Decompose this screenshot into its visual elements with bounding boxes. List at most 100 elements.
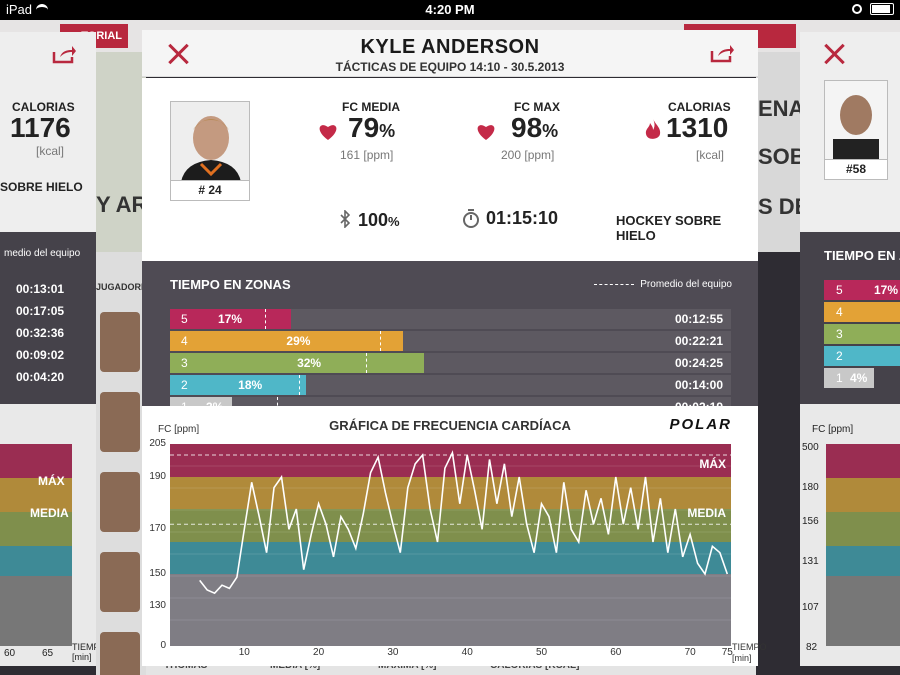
- left-zone-time: 00:13:01: [16, 282, 65, 296]
- status-bar: iPad 4:20 PM: [0, 0, 900, 20]
- left-zone-time: 00:32:36: [16, 326, 65, 340]
- hr-plot: [170, 444, 731, 646]
- player-name: KYLE ANDERSON: [360, 36, 540, 58]
- fc-max-label: FC MAX: [514, 100, 560, 114]
- zone-number: 3: [181, 356, 188, 370]
- right-zones-title: TIEMPO EN ZO: [824, 248, 900, 263]
- zone-row[interactable]: 3 32% 00:24:25: [170, 353, 731, 373]
- session-title: TÁCTICAS DE EQUIPO 14:10 - 30.5.2013: [335, 60, 565, 74]
- zone-bar: [170, 309, 292, 329]
- calories-label: CALORIAS: [668, 100, 731, 114]
- heart-icon: [477, 125, 495, 140]
- player-thumb[interactable]: [100, 312, 140, 372]
- zone-band-3: [170, 509, 731, 542]
- x-tick-label: 70: [684, 647, 696, 658]
- fc-media-bpm: 161 [ppm]: [340, 148, 394, 162]
- zone-bar: [170, 353, 425, 373]
- x-tick-label: 75: [721, 647, 733, 658]
- player-stats: # 24 FC MEDIA 79% 161 [ppm] FC MAX 98% 2…: [142, 78, 758, 261]
- x-tick-label: 30: [387, 647, 399, 658]
- device-label: iPad: [6, 2, 33, 17]
- left-x-tick: 60: [4, 648, 16, 659]
- left-team-avg: medio del equipo: [4, 248, 81, 259]
- right-player-photo: #58: [824, 80, 888, 180]
- fc-media-value: 79%: [348, 112, 396, 143]
- zone-time: 00:14:00: [674, 378, 723, 392]
- left-zone-time: 00:04:20: [16, 370, 65, 384]
- bluetooth-value: 100%: [358, 210, 400, 230]
- x-tick-label: 10: [238, 647, 250, 658]
- zone-number: 5: [181, 312, 188, 326]
- calories-value: 1310: [666, 112, 729, 143]
- right-y-tick: 131: [802, 556, 819, 567]
- time-in-zones: TIEMPO EN ZONAS Promedio del equipo 5 17%…: [142, 261, 758, 417]
- zone-time: 00:22:21: [674, 334, 723, 348]
- y-tick-label: 150: [149, 568, 166, 579]
- zone-percent: 18%: [238, 378, 263, 392]
- fc-media-label: FC MEDIA: [342, 100, 400, 114]
- right-y-tick: 180: [802, 482, 819, 493]
- y-tick-label: 205: [149, 438, 166, 449]
- player-thumb[interactable]: [100, 392, 140, 452]
- right-y-tick: 82: [806, 642, 818, 653]
- player-thumb[interactable]: [100, 632, 140, 675]
- right-hr-chart: FC [ppm] 500 180 156 131 107 82: [800, 404, 900, 666]
- right-zones-panel: TIEMPO EN ZO 517% 4 3 2 14%: [800, 232, 900, 404]
- background-panel: [756, 52, 800, 252]
- calories-unit: [kcal]: [696, 148, 725, 162]
- dashed-line-icon: [594, 283, 635, 285]
- zone-band-4: [170, 477, 731, 509]
- zone-band-5: [170, 444, 731, 477]
- right-player-card[interactable]: #58: [800, 32, 900, 232]
- right-y-tick: 500: [802, 442, 819, 453]
- zone-bar: [170, 331, 403, 351]
- x-tick-label: 60: [610, 647, 622, 658]
- fc-max-value: 98%: [511, 112, 559, 143]
- left-max-label: MÁX: [38, 474, 65, 488]
- team-average-marker: [366, 353, 368, 373]
- flame-icon: [645, 119, 661, 139]
- zone-row[interactable]: 2 18% 00:14:00: [170, 375, 731, 395]
- zone-bar: [170, 375, 307, 395]
- team-average-marker: [380, 331, 382, 351]
- left-media-label: MEDIA: [30, 506, 69, 520]
- max-zone-label: MÁX: [699, 457, 726, 471]
- background-map: [96, 52, 146, 252]
- player-thumb[interactable]: [100, 552, 140, 612]
- hr-line: [199, 450, 729, 595]
- share-icon[interactable]: [710, 43, 734, 63]
- heart-rate-chart: GRÁFICA DE FRECUENCIA CARDÍACA FC [ppm] …: [142, 406, 767, 666]
- hr-x-axis-unit: TIEMPO [min]: [732, 642, 767, 663]
- y-tick-label: 170: [149, 523, 166, 535]
- hr-y-axis-label: FC [ppm]: [158, 424, 200, 435]
- player-detail-modal: KYLE ANDERSON TÁCTICAS DE EQUIPO 14:10 -…: [142, 30, 767, 666]
- left-x-tick: 65: [42, 648, 54, 659]
- left-sport: SOBRE HIELO: [0, 180, 83, 194]
- zone-row[interactable]: 5 17% 00:12:55: [170, 309, 731, 329]
- x-tick-label: 40: [461, 647, 473, 658]
- zone-percent: 29%: [286, 334, 311, 348]
- background-player-list: JUGADORES: [96, 252, 154, 675]
- left-player-card[interactable]: CALORIAS 1176 [kcal] SOBRE HIELO: [0, 32, 96, 232]
- team-average-marker: [265, 309, 267, 329]
- zone-band-2: [170, 542, 731, 574]
- players-label: JUGADORES: [96, 282, 154, 292]
- zone-row[interactable]: 4 29% 00:22:21: [170, 331, 731, 351]
- left-zones-panel: medio del equipo 00:13:01 00:17:05 00:32…: [0, 232, 96, 404]
- player-thumb[interactable]: [100, 472, 140, 532]
- fc-max-bpm: 200 [ppm]: [501, 148, 555, 162]
- modal-header: KYLE ANDERSON TÁCTICAS DE EQUIPO 14:10 -…: [142, 30, 758, 77]
- right-y-tick: 107: [802, 602, 819, 613]
- left-zone-time: 00:17:05: [16, 304, 65, 318]
- media-zone-label: MEDIA: [687, 506, 726, 521]
- jersey-number: # 24: [171, 180, 249, 200]
- left-x-unit: TIEMPO [min]: [72, 642, 96, 662]
- share-icon[interactable]: [52, 44, 76, 64]
- hr-chart-title: GRÁFICA DE FRECUENCIA CARDÍACA: [329, 418, 571, 433]
- zone-time: 00:12:55: [674, 312, 723, 326]
- x-tick-label: 50: [535, 647, 548, 658]
- close-icon[interactable]: [822, 42, 846, 66]
- right-jersey: #58: [825, 159, 887, 179]
- rotation-lock-icon: [852, 4, 862, 14]
- y-tick-label: 0: [160, 640, 166, 651]
